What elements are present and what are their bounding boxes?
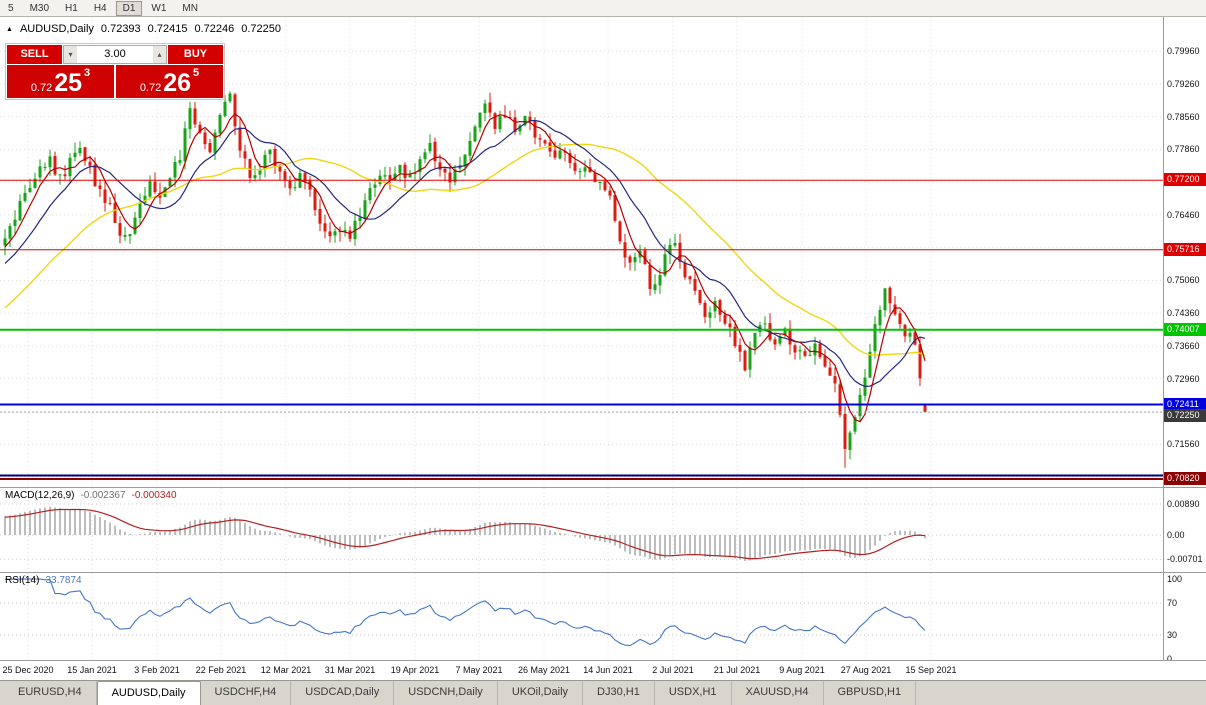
date-tick-label: 15 Jan 2021 [67, 665, 117, 675]
rsi-axis[interactable]: 100 70 30 0 [1163, 573, 1206, 664]
macd-axis-label: -0.00701 [1167, 554, 1203, 565]
volume-decrease-button[interactable]: ▾ [64, 46, 77, 63]
ask-price-sup: 5 [193, 67, 200, 79]
tab-usdcnh-daily[interactable]: USDCNH,Daily [394, 681, 498, 705]
ohlc-close: 0.72250 [241, 23, 281, 35]
price-axis-label: 0.78560 [1167, 111, 1200, 122]
chart-symbol-label: AUDUSD,Daily [19, 23, 94, 35]
macd-label: MACD(12,26,9) -0.002367 -0.000340 [5, 490, 177, 501]
date-tick-label: 27 Aug 2021 [840, 665, 892, 675]
price-level-badge: 0.77200 [1164, 173, 1206, 187]
macd-axis-label: 0.00890 [1167, 499, 1200, 509]
price-level-badge: 0.75716 [1164, 242, 1206, 256]
rsi-panel: RSI(14) 33.7874 100 70 30 0 [0, 572, 1206, 664]
date-tick-label: 15 Sep 2021 [905, 665, 957, 675]
timeframe-button-w1[interactable]: W1 [151, 2, 167, 14]
ohlc-open: 0.72393 [100, 23, 141, 35]
rsi-axis-label: 100 [1167, 574, 1183, 584]
macd-name: MACD(12,26,9) [5, 490, 75, 501]
macd-axis[interactable]: 0.00890 0.00 -0.00701 [1163, 488, 1206, 572]
timeframe-button-5[interactable]: 5 [8, 2, 14, 14]
tab-eurusd-h4[interactable]: EURUSD,H4 [4, 681, 97, 705]
date-tick-label: 14 Jun 2021 [583, 665, 633, 675]
ask-price-big: 26 [163, 69, 192, 97]
chart-marker-icon: ▲ [6, 25, 13, 33]
price-axis-label: 0.74360 [1167, 308, 1200, 319]
bid-price-prefix: 0.72 [30, 82, 53, 94]
candlestick-chart[interactable] [0, 17, 1163, 487]
tab-gbpusd-h1[interactable]: GBPUSD,H1 [824, 681, 917, 705]
rsi-axis-label: 70 [1167, 598, 1178, 608]
date-tick-label: 21 Jul 2021 [713, 665, 761, 675]
volume-increase-button[interactable]: ▴ [153, 46, 166, 63]
tab-audusd-daily[interactable]: AUDUSD,Daily [96, 681, 201, 705]
rsi-chart[interactable] [0, 573, 1163, 660]
macd-value-signal: -0.000340 [131, 490, 177, 501]
main-chart-panel: ▲ AUDUSD,Daily 0.72393 0.72415 0.72246 0… [0, 17, 1206, 487]
macd-chart[interactable] [0, 488, 1163, 572]
timeframe-button-m30[interactable]: M30 [29, 2, 50, 14]
timeframe-button-h4[interactable]: H4 [93, 2, 107, 14]
tab-ukoil-daily[interactable]: UKOil,Daily [498, 681, 584, 705]
macd-panel: MACD(12,26,9) -0.002367 -0.000340 0.0089… [0, 487, 1206, 572]
timeframe-toolbar: 5 M30 H1 H4 D1 W1 MN [0, 0, 1206, 17]
price-axis-label: 0.77860 [1167, 144, 1200, 155]
tab-usdchf-h4[interactable]: USDCHF,H4 [201, 681, 292, 705]
volume-box: ▾ 3.00 ▴ [63, 45, 167, 64]
date-tick-label: 2 Jul 2021 [652, 665, 694, 675]
chart-title: ▲ AUDUSD,Daily 0.72393 0.72415 0.72246 0… [6, 23, 281, 35]
rsi-axis-label: 0 [1167, 654, 1173, 664]
timeframe-button-d1[interactable]: D1 [115, 0, 143, 16]
price-axis[interactable]: 0.799600.792600.785600.778600.771600.764… [1163, 17, 1206, 487]
timeframe-button-mn[interactable]: MN [182, 2, 198, 14]
timeframe-button-h1[interactable]: H1 [65, 2, 78, 14]
price-axis-label: 0.79960 [1167, 45, 1200, 56]
price-axis-label: 0.79260 [1167, 78, 1200, 89]
price-axis-label: 0.76460 [1167, 209, 1200, 220]
bid-price-big: 25 [54, 69, 83, 97]
macd-value-main: -0.002367 [80, 490, 126, 501]
ohlc-low: 0.72246 [194, 23, 235, 35]
ask-price-prefix: 0.72 [139, 82, 162, 94]
rsi-name: RSI(14) [5, 575, 40, 586]
ask-price-box[interactable]: 0.72 26 5 [116, 65, 223, 98]
price-axis-label: 0.71560 [1167, 439, 1200, 450]
volume-input[interactable]: 3.00 [104, 48, 126, 60]
date-axis[interactable]: 25 Dec 2020 15 Jan 2021 3 Feb 2021 22 Feb 2… [0, 660, 1206, 680]
chart-tabbar: EURUSD,H4 AUDUSD,Daily USDCHF,H4 USDCAD,Dai… [0, 680, 1206, 705]
price-axis-label: 0.72960 [1167, 373, 1200, 384]
rsi-axis-label: 30 [1167, 630, 1178, 640]
buy-button[interactable]: BUY [168, 45, 223, 64]
price-axis-label: 0.75060 [1167, 275, 1200, 286]
price-level-badge: 0.72411 [1164, 397, 1206, 411]
tab-usdx-h1[interactable]: USDX,H1 [655, 681, 732, 705]
macd-axis-label: 0.00 [1167, 530, 1185, 540]
bid-price-box[interactable]: 0.72 25 3 [7, 65, 114, 98]
ohlc-high: 0.72415 [147, 23, 188, 35]
tab-usdcad-daily[interactable]: USDCAD,Daily [291, 681, 395, 705]
date-tick-label: 22 Feb 2021 [195, 665, 247, 675]
date-tick-label: 25 Dec 2020 [2, 665, 54, 675]
sell-button[interactable]: SELL [7, 45, 62, 64]
price-level-badge: 0.72250 [1164, 409, 1206, 423]
date-tick-label: 7 May 2021 [455, 665, 503, 675]
date-tick-label: 19 Apr 2021 [390, 665, 440, 675]
date-tick-label: 9 Aug 2021 [779, 665, 825, 675]
price-level-badge: 0.74007 [1164, 322, 1206, 336]
bid-price-sup: 3 [84, 67, 91, 79]
price-level-badge: 0.70820 [1164, 472, 1206, 486]
date-tick-label: 26 May 2021 [517, 665, 571, 675]
date-tick-label: 12 Mar 2021 [260, 665, 312, 675]
date-tick-label: 3 Feb 2021 [134, 665, 180, 675]
tab-xauusd-h4[interactable]: XAUUSD,H4 [732, 681, 824, 705]
price-axis-label: 0.73660 [1167, 341, 1200, 352]
rsi-value: 33.7874 [45, 575, 82, 586]
date-tick-label: 31 Mar 2021 [324, 665, 376, 675]
rsi-label: RSI(14) 33.7874 [5, 575, 82, 586]
one-click-trade-panel: SELL ▾ 3.00 ▴ BUY 0.72 25 3 0.72 26 5 [5, 43, 225, 100]
tab-dj30-h1[interactable]: DJ30,H1 [583, 681, 655, 705]
